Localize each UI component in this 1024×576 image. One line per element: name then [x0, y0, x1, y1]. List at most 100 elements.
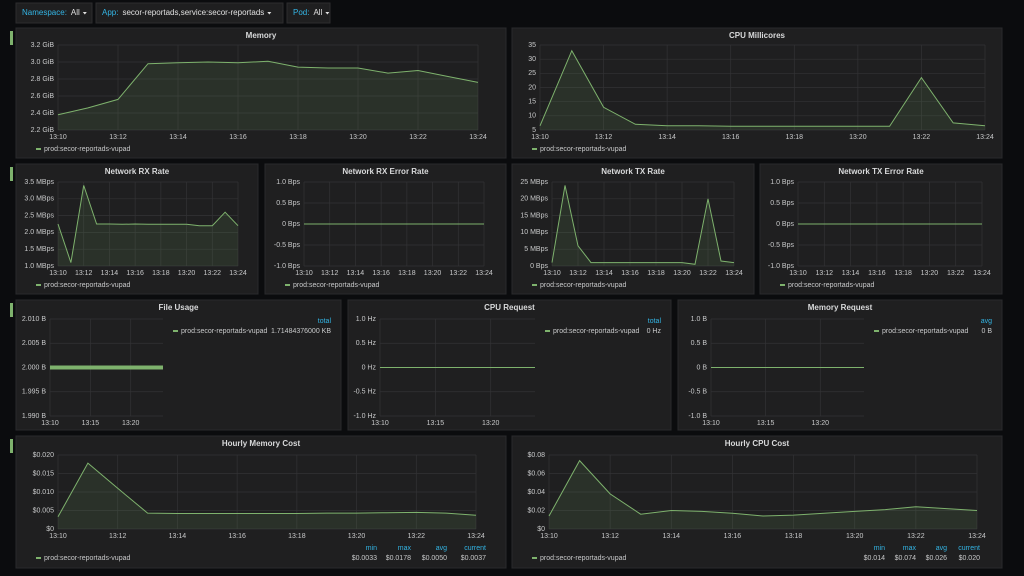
- x-tick-label: 13:10: [543, 270, 561, 277]
- panel-background: [15, 435, 507, 569]
- panel-title: Network RX Rate: [105, 167, 170, 176]
- x-tick-label: 13:16: [372, 270, 390, 277]
- panel[interactable]: Memory Request -1.0 B -0.5 B 0 B 0.5 B 1.0 B 1…: [677, 299, 1003, 431]
- x-tick-label: 13:18: [785, 533, 803, 540]
- legend-label[interactable]: prod:secor-reportads-vupad: [553, 328, 639, 335]
- x-tick-label: 13:15: [757, 420, 775, 427]
- y-tick-label: 2.2 GiB: [31, 127, 55, 134]
- y-tick-label: 10: [528, 113, 536, 120]
- y-tick-label: 25: [528, 70, 536, 77]
- legend-label[interactable]: prod:secor-reportads-vupad: [293, 282, 379, 289]
- x-tick-label: 13:20: [921, 270, 939, 277]
- x-tick-label: 13:18: [152, 270, 170, 277]
- panel-background: [15, 27, 507, 159]
- y-tick-label: 20 MBps: [520, 196, 548, 203]
- y-tick-label: 20: [528, 84, 536, 91]
- panel-title: File Usage: [158, 303, 199, 312]
- y-tick-label: 0.5 Bps: [770, 200, 794, 207]
- variable-dropdown[interactable]: [286, 2, 331, 24]
- legend-label[interactable]: prod:secor-reportads-vupad: [44, 146, 130, 153]
- legend-label[interactable]: prod:secor-reportads-vupad: [44, 555, 130, 562]
- y-tick-label: 1.0 Bps: [770, 179, 794, 186]
- variable-value[interactable]: All: [313, 8, 322, 17]
- x-tick-label: 13:12: [109, 533, 127, 540]
- area-fill: [549, 460, 977, 529]
- legend-stat-value: $0.020: [959, 555, 981, 562]
- variable-value[interactable]: secor-reportads,service:secor-reportads: [122, 8, 264, 17]
- x-tick-label: 13:12: [569, 270, 587, 277]
- x-tick-label: 13:22: [450, 270, 468, 277]
- panel[interactable]: Network TX Rate 0 Bps 5 MBps 10 MBps 15 MBps…: [511, 163, 755, 295]
- x-tick-label: 13:22: [409, 134, 427, 141]
- legend-label[interactable]: prod:secor-reportads-vupad: [540, 146, 626, 153]
- x-tick-label: 13:24: [725, 270, 743, 277]
- x-tick-label: 13:12: [109, 134, 127, 141]
- x-tick-label: 13:24: [976, 134, 994, 141]
- legend-stat-header: avg: [436, 545, 447, 552]
- panel-title: Network TX Error Rate: [838, 167, 924, 176]
- legend-stat-value: $0.0050: [422, 555, 447, 562]
- legend-label[interactable]: prod:secor-reportads-vupad: [788, 282, 874, 289]
- y-tick-label: 2.6 GiB: [31, 93, 55, 100]
- legend-label[interactable]: prod:secor-reportads-vupad: [540, 282, 626, 289]
- legend-stat-value: $0.014: [864, 555, 886, 562]
- row-marker[interactable]: [10, 439, 13, 453]
- legend-label[interactable]: prod:secor-reportads-vupad: [181, 328, 267, 335]
- row-marker[interactable]: [10, 31, 13, 45]
- variable-dropdown[interactable]: [95, 2, 284, 24]
- legend-value: 0 B: [981, 328, 992, 335]
- variable-value[interactable]: All: [71, 8, 80, 17]
- variable-dropdown[interactable]: [15, 2, 93, 24]
- row-marker[interactable]: [10, 303, 13, 317]
- x-tick-label: 13:16: [229, 134, 247, 141]
- y-tick-label: $0.015: [33, 470, 55, 477]
- area-fill: [540, 50, 985, 131]
- panel[interactable]: Network TX Error Rate -1.0 Bps -0.5 Bps 0 B…: [759, 163, 1003, 295]
- panel[interactable]: Hourly Memory Cost $0 $0.005 $0.010 $0.015 $0…: [15, 435, 507, 569]
- x-tick-label: 13:24: [469, 134, 487, 141]
- panel[interactable]: Network RX Error Rate -1.0 Bps -0.5 Bps 0 B…: [264, 163, 507, 295]
- y-tick-label: 3.0 MBps: [24, 196, 54, 203]
- series-line: [57, 185, 239, 263]
- series-line: [57, 462, 477, 518]
- panel[interactable]: Memory 2.2 GiB 2.4 GiB 2.6 GiB 2.8 GiB 3.0 Gi…: [15, 27, 507, 159]
- legend-stat-header: min: [366, 545, 377, 552]
- x-tick-label: 13:14: [347, 270, 365, 277]
- x-tick-label: 13:10: [49, 270, 67, 277]
- legend-label[interactable]: prod:secor-reportads-vupad: [44, 282, 130, 289]
- panel[interactable]: Hourly CPU Cost $0 $0.02 $0.04 $0.06 $0.08 13:…: [511, 435, 1003, 569]
- y-tick-label: 2.000 B: [22, 364, 46, 371]
- y-tick-label: 2.010 B: [22, 316, 46, 323]
- x-tick-label: 13:16: [724, 533, 742, 540]
- panel[interactable]: Network RX Rate 1.0 MBps 1.5 MBps 2.0 MBps 2…: [15, 163, 259, 295]
- panel[interactable]: CPU Millicores 5 10 15 20 25 30 35 13:10 13:12 13:…: [511, 27, 1003, 159]
- y-tick-label: 10 MBps: [520, 229, 548, 236]
- x-tick-label: 13:15: [82, 420, 100, 427]
- y-tick-label: -0.5 Bps: [768, 242, 795, 249]
- y-tick-label: 1.5 MBps: [24, 246, 54, 253]
- x-tick-label: 13:20: [178, 270, 196, 277]
- x-tick-label: 13:24: [475, 270, 493, 277]
- x-tick-label: 13:24: [229, 270, 247, 277]
- legend-label[interactable]: prod:secor-reportads-vupad: [882, 328, 968, 335]
- y-tick-label: 3.2 GiB: [31, 42, 55, 49]
- panel-title: CPU Millicores: [729, 31, 786, 40]
- panel[interactable]: CPU Request -1.0 Hz -0.5 Hz 0 Hz 0.5 Hz 1.0 H…: [347, 299, 672, 431]
- y-tick-label: 0 Bps: [282, 221, 300, 228]
- y-tick-label: $0.04: [527, 489, 545, 496]
- legend-stat-header: current: [464, 545, 486, 552]
- x-tick-label: 13:16: [126, 270, 144, 277]
- x-tick-label: 13:16: [722, 134, 740, 141]
- row-marker[interactable]: [10, 167, 13, 181]
- y-tick-label: -1.0 B: [688, 413, 707, 420]
- x-tick-label: 13:20: [482, 420, 500, 427]
- legend-label[interactable]: prod:secor-reportads-vupad: [540, 555, 626, 562]
- panel-title: Hourly CPU Cost: [725, 439, 790, 448]
- panel-background: [759, 163, 1003, 295]
- x-tick-label: 13:20: [812, 420, 830, 427]
- legend-stat-header: avg: [936, 545, 947, 552]
- x-tick-label: 13:10: [702, 420, 720, 427]
- area-fill: [552, 185, 734, 266]
- panel[interactable]: File Usage 1.990 B 1.995 B 2.000 B 2.005 B 2.…: [15, 299, 342, 431]
